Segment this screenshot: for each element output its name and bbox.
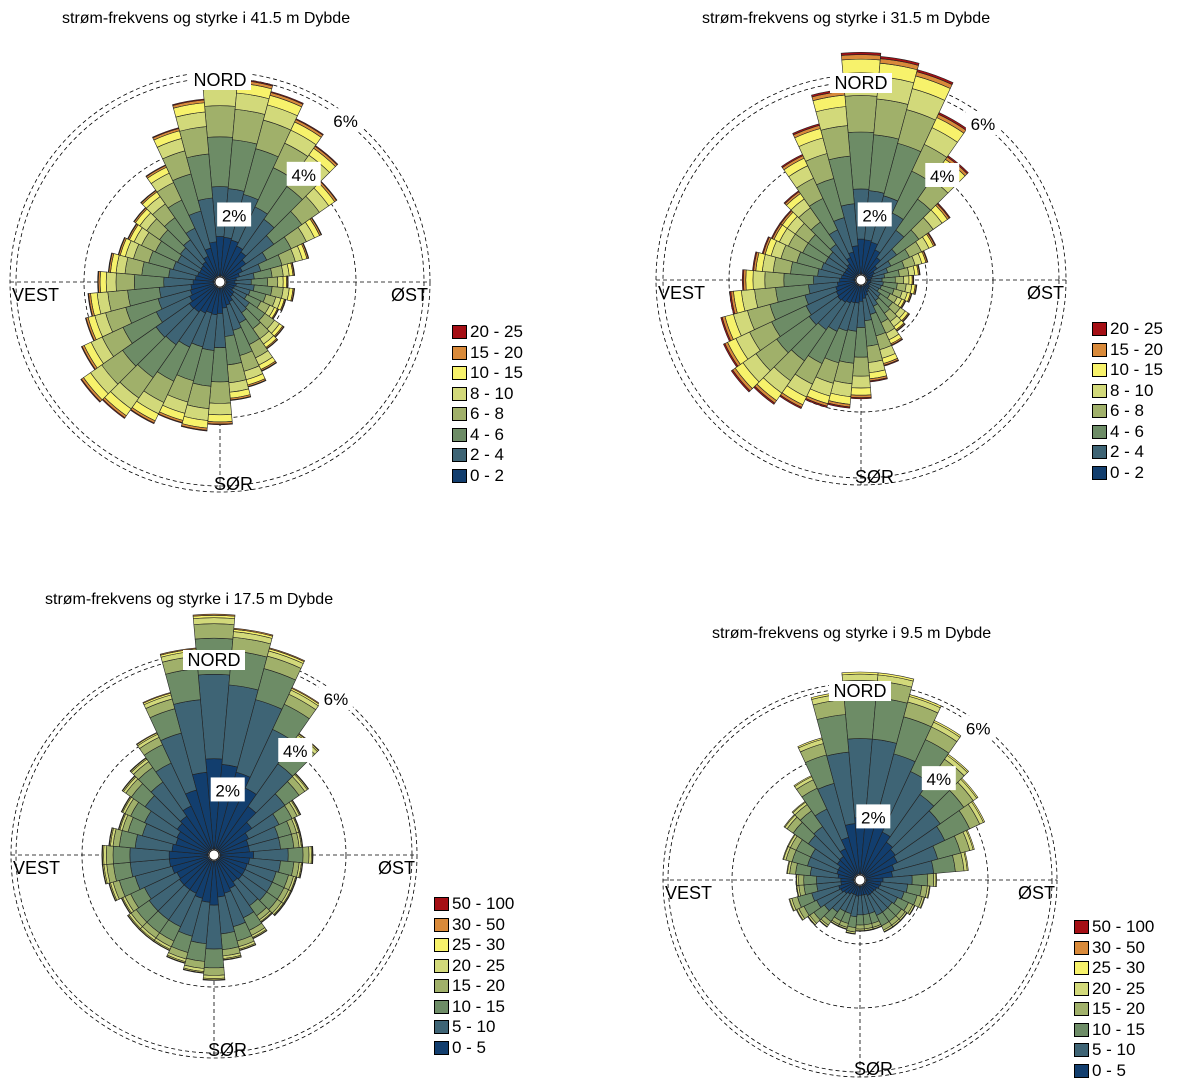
svg-text:VEST: VEST — [665, 883, 712, 903]
petals — [783, 672, 985, 934]
legend-swatch — [1074, 941, 1089, 955]
svg-text:ØST: ØST — [1018, 883, 1055, 903]
legend: 50 - 100 30 - 50 25 - 30 20 - 25 15 - 20… — [1074, 917, 1154, 1081]
svg-text:2%: 2% — [861, 808, 886, 827]
legend-item: 50 - 100 — [1074, 917, 1154, 938]
compass-label-north: NORD — [829, 681, 891, 701]
legend-label: 0 - 5 — [1092, 1061, 1126, 1081]
petal-segment-10-15 — [856, 915, 864, 925]
legend-item: 5 - 10 — [1074, 1040, 1154, 1061]
legend-swatch — [1074, 1002, 1089, 1016]
legend-swatch — [1074, 1043, 1089, 1057]
ring-label: 6% — [961, 716, 995, 740]
legend-swatch — [1074, 1023, 1089, 1037]
legend-label: 20 - 25 — [1092, 979, 1145, 1000]
legend-item: 15 - 20 — [1074, 999, 1154, 1020]
legend-swatch — [1074, 920, 1089, 934]
svg-text:6%: 6% — [966, 720, 991, 739]
petal-segment-25-30 — [796, 874, 797, 885]
legend-label: 25 - 30 — [1092, 958, 1145, 979]
legend-swatch — [1074, 961, 1089, 975]
center-marker — [855, 875, 865, 885]
petal-segment-15-20 — [856, 925, 865, 929]
compass-label-south: SØR — [854, 1059, 893, 1079]
legend-item: 0 - 5 — [1074, 1061, 1154, 1081]
legend-item: 30 - 50 — [1074, 938, 1154, 959]
legend-item: 20 - 25 — [1074, 979, 1154, 1000]
svg-text:4%: 4% — [927, 770, 952, 789]
petal-segment-25-30 — [936, 873, 937, 886]
legend-swatch — [1074, 1064, 1089, 1078]
legend-swatch — [1074, 982, 1089, 996]
svg-text:NORD: NORD — [834, 681, 887, 701]
petal-segment-10-15 — [844, 697, 876, 739]
svg-text:SØR: SØR — [854, 1059, 893, 1079]
petal-segment-25-30 — [856, 930, 865, 931]
compass-label-east: ØST — [1018, 883, 1055, 903]
ring-label: 4% — [922, 766, 956, 790]
petal-segment-10-15 — [912, 874, 928, 886]
legend-label: 50 - 100 — [1092, 917, 1154, 938]
compass-label-west: VEST — [665, 883, 712, 903]
legend-label: 30 - 50 — [1092, 938, 1145, 959]
legend-label: 15 - 20 — [1092, 999, 1145, 1020]
legend-item: 10 - 15 — [1074, 1020, 1154, 1041]
petal-segment-10-15 — [804, 875, 817, 885]
legend-item: 25 - 30 — [1074, 958, 1154, 979]
petal-segment-15-20 — [799, 875, 804, 886]
legend-label: 10 - 15 — [1092, 1020, 1145, 1041]
petal-segment-15-20 — [927, 874, 933, 887]
legend-label: 5 - 10 — [1092, 1040, 1135, 1061]
ring-label: 2% — [856, 804, 890, 828]
